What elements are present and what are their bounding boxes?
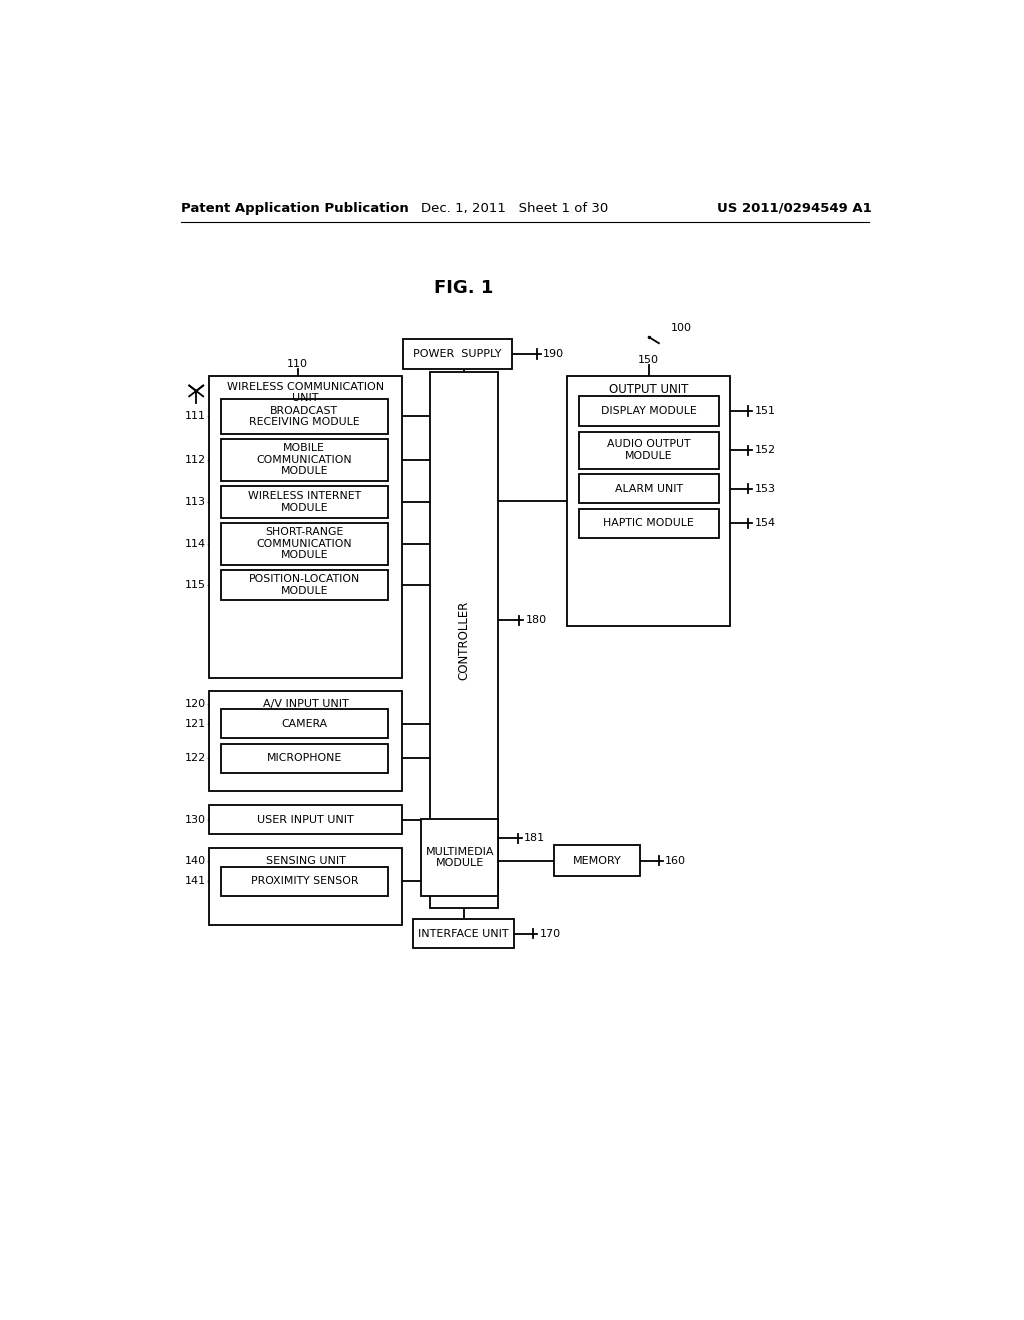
Bar xyxy=(579,474,719,503)
Text: ALARM UNIT: ALARM UNIT xyxy=(614,483,683,494)
Text: MEMORY: MEMORY xyxy=(572,855,622,866)
Text: INTERFACE UNIT: INTERFACE UNIT xyxy=(418,929,509,939)
Text: USER INPUT UNIT: USER INPUT UNIT xyxy=(257,814,354,825)
Text: CONTROLLER: CONTROLLER xyxy=(458,601,471,680)
Text: 112: 112 xyxy=(185,455,206,465)
Bar xyxy=(221,399,388,434)
Bar xyxy=(209,376,401,678)
Text: 150: 150 xyxy=(638,355,659,366)
Bar xyxy=(403,339,512,368)
Bar xyxy=(221,438,388,480)
Bar xyxy=(221,486,388,517)
Bar xyxy=(209,805,401,834)
Text: FIG. 1: FIG. 1 xyxy=(434,279,494,297)
Text: AUDIO OUTPUT
MODULE: AUDIO OUTPUT MODULE xyxy=(607,440,690,461)
Bar xyxy=(554,845,640,876)
Text: HAPTIC MODULE: HAPTIC MODULE xyxy=(603,519,694,528)
Text: 121: 121 xyxy=(185,718,206,729)
Text: OUTPUT UNIT: OUTPUT UNIT xyxy=(609,383,688,396)
Text: 110: 110 xyxy=(287,359,308,370)
Bar xyxy=(579,396,719,426)
Text: MULTIMEDIA
MODULE: MULTIMEDIA MODULE xyxy=(425,846,494,869)
Text: 151: 151 xyxy=(755,407,776,416)
Bar xyxy=(567,376,730,626)
Text: 113: 113 xyxy=(185,496,206,507)
Text: POSITION-LOCATION
MODULE: POSITION-LOCATION MODULE xyxy=(249,574,360,595)
Text: WIRELESS INTERNET
MODULE: WIRELESS INTERNET MODULE xyxy=(248,491,360,512)
Text: Patent Application Publication: Patent Application Publication xyxy=(180,202,409,215)
Bar xyxy=(221,570,388,601)
Text: SHORT-RANGE
COMMUNICATION
MODULE: SHORT-RANGE COMMUNICATION MODULE xyxy=(256,527,352,561)
Bar xyxy=(209,849,401,925)
Text: 100: 100 xyxy=(671,323,691,333)
Text: PROXIMITY SENSOR: PROXIMITY SENSOR xyxy=(251,876,358,887)
Bar xyxy=(414,919,514,949)
Text: 153: 153 xyxy=(755,483,776,494)
Text: 181: 181 xyxy=(524,833,545,843)
Text: SENSING UNIT: SENSING UNIT xyxy=(265,855,345,866)
Text: MICROPHONE: MICROPHONE xyxy=(266,754,342,763)
Bar xyxy=(221,523,388,565)
Bar xyxy=(579,432,719,469)
Text: 115: 115 xyxy=(185,579,206,590)
Text: 152: 152 xyxy=(755,445,776,455)
Bar xyxy=(421,818,499,896)
Text: 140: 140 xyxy=(185,855,206,866)
Bar xyxy=(221,709,388,738)
Text: 114: 114 xyxy=(185,539,206,549)
Bar xyxy=(221,867,388,896)
Text: 160: 160 xyxy=(665,855,686,866)
Text: 141: 141 xyxy=(185,876,206,887)
Text: 120: 120 xyxy=(185,698,206,709)
Text: 122: 122 xyxy=(185,754,206,763)
Text: CAMERA: CAMERA xyxy=(282,718,328,729)
Bar xyxy=(579,508,719,539)
Text: BROADCAST
RECEIVING MODULE: BROADCAST RECEIVING MODULE xyxy=(249,405,359,428)
Text: 154: 154 xyxy=(755,519,776,528)
Text: MOBILE
COMMUNICATION
MODULE: MOBILE COMMUNICATION MODULE xyxy=(256,444,352,477)
Text: 170: 170 xyxy=(540,929,561,939)
Bar xyxy=(430,372,499,908)
Text: 130: 130 xyxy=(185,814,206,825)
Text: 180: 180 xyxy=(525,615,547,626)
Text: POWER  SUPPLY: POWER SUPPLY xyxy=(413,348,502,359)
Text: US 2011/0294549 A1: US 2011/0294549 A1 xyxy=(717,202,871,215)
Bar xyxy=(209,692,401,792)
Text: WIRELESS COMMUNICATION
UNIT: WIRELESS COMMUNICATION UNIT xyxy=(227,381,384,404)
Text: 190: 190 xyxy=(543,348,564,359)
Text: DISPLAY MODULE: DISPLAY MODULE xyxy=(601,407,696,416)
Text: A/V INPUT UNIT: A/V INPUT UNIT xyxy=(262,698,348,709)
Text: Dec. 1, 2011   Sheet 1 of 30: Dec. 1, 2011 Sheet 1 of 30 xyxy=(421,202,608,215)
Bar xyxy=(221,743,388,774)
Text: 111: 111 xyxy=(185,412,206,421)
